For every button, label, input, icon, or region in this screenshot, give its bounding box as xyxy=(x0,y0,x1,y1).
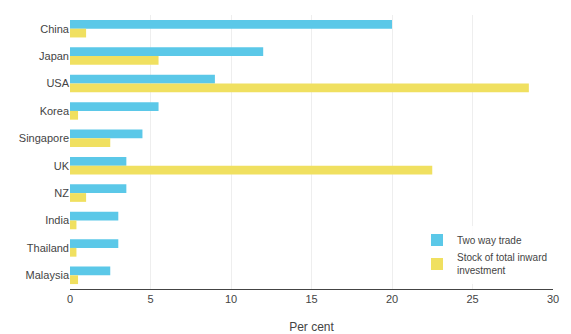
svg-text:Malaysia: Malaysia xyxy=(26,269,70,281)
svg-text:Korea: Korea xyxy=(40,105,70,117)
svg-text:10: 10 xyxy=(225,293,237,305)
svg-text:5: 5 xyxy=(147,293,153,305)
svg-text:Per cent: Per cent xyxy=(289,320,334,334)
svg-text:Thailand: Thailand xyxy=(27,242,69,254)
svg-text:20: 20 xyxy=(386,293,398,305)
svg-text:25: 25 xyxy=(466,293,478,305)
svg-text:USA: USA xyxy=(46,77,69,89)
svg-text:UK: UK xyxy=(54,160,70,172)
svg-text:Japan: Japan xyxy=(39,50,69,62)
svg-text:0: 0 xyxy=(67,293,73,305)
svg-text:15: 15 xyxy=(305,293,317,305)
svg-text:Stock of total inwardinvestmen: Stock of total inwardinvestment xyxy=(457,252,547,276)
svg-text:Singapore: Singapore xyxy=(19,132,69,144)
svg-text:NZ: NZ xyxy=(54,187,69,199)
svg-text:Two way trade: Two way trade xyxy=(457,235,522,246)
svg-text:China: China xyxy=(40,23,70,35)
svg-text:India: India xyxy=(45,214,70,226)
svg-text:30: 30 xyxy=(547,293,559,305)
